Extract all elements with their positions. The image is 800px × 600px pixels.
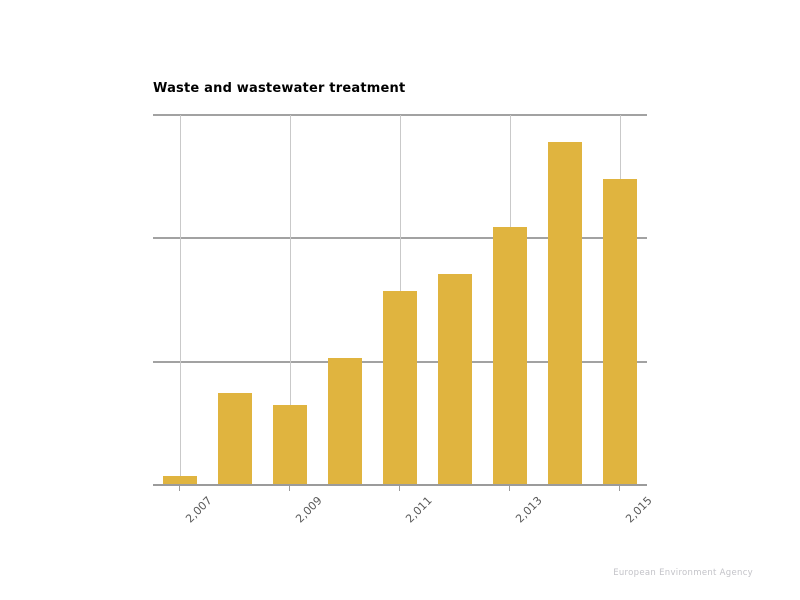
chart-title: Waste and wastewater treatment bbox=[153, 81, 406, 96]
bar-2010[interactable] bbox=[328, 357, 362, 485]
bar-2015[interactable] bbox=[603, 179, 637, 485]
x-axis-tick bbox=[399, 486, 400, 491]
footer: European Environment Agency bbox=[0, 555, 800, 600]
bar-2014[interactable] bbox=[548, 142, 582, 485]
x-axis-tick bbox=[289, 486, 290, 491]
bar-2009[interactable] bbox=[273, 404, 307, 485]
bar-2007[interactable] bbox=[163, 476, 197, 485]
bar-2011[interactable] bbox=[383, 291, 417, 485]
x-axis-tick bbox=[179, 486, 180, 491]
x-axis-label: 2,011 bbox=[402, 494, 435, 526]
bar-2008[interactable] bbox=[218, 392, 252, 485]
gridline-vertical bbox=[180, 115, 181, 485]
x-axis-label: 2,009 bbox=[292, 494, 325, 526]
bar-2012[interactable] bbox=[438, 274, 472, 485]
agency-label: European Environment Agency bbox=[613, 568, 753, 578]
x-axis-label: 2,007 bbox=[182, 494, 215, 526]
x-axis-label: 2,013 bbox=[512, 494, 545, 526]
x-axis-label: 2,015 bbox=[622, 494, 655, 526]
x-axis-tick bbox=[509, 486, 510, 491]
gridline-vertical bbox=[290, 115, 291, 485]
bar-2013[interactable] bbox=[493, 227, 527, 485]
x-axis-tick bbox=[619, 486, 620, 491]
x-axis-line bbox=[153, 484, 647, 486]
